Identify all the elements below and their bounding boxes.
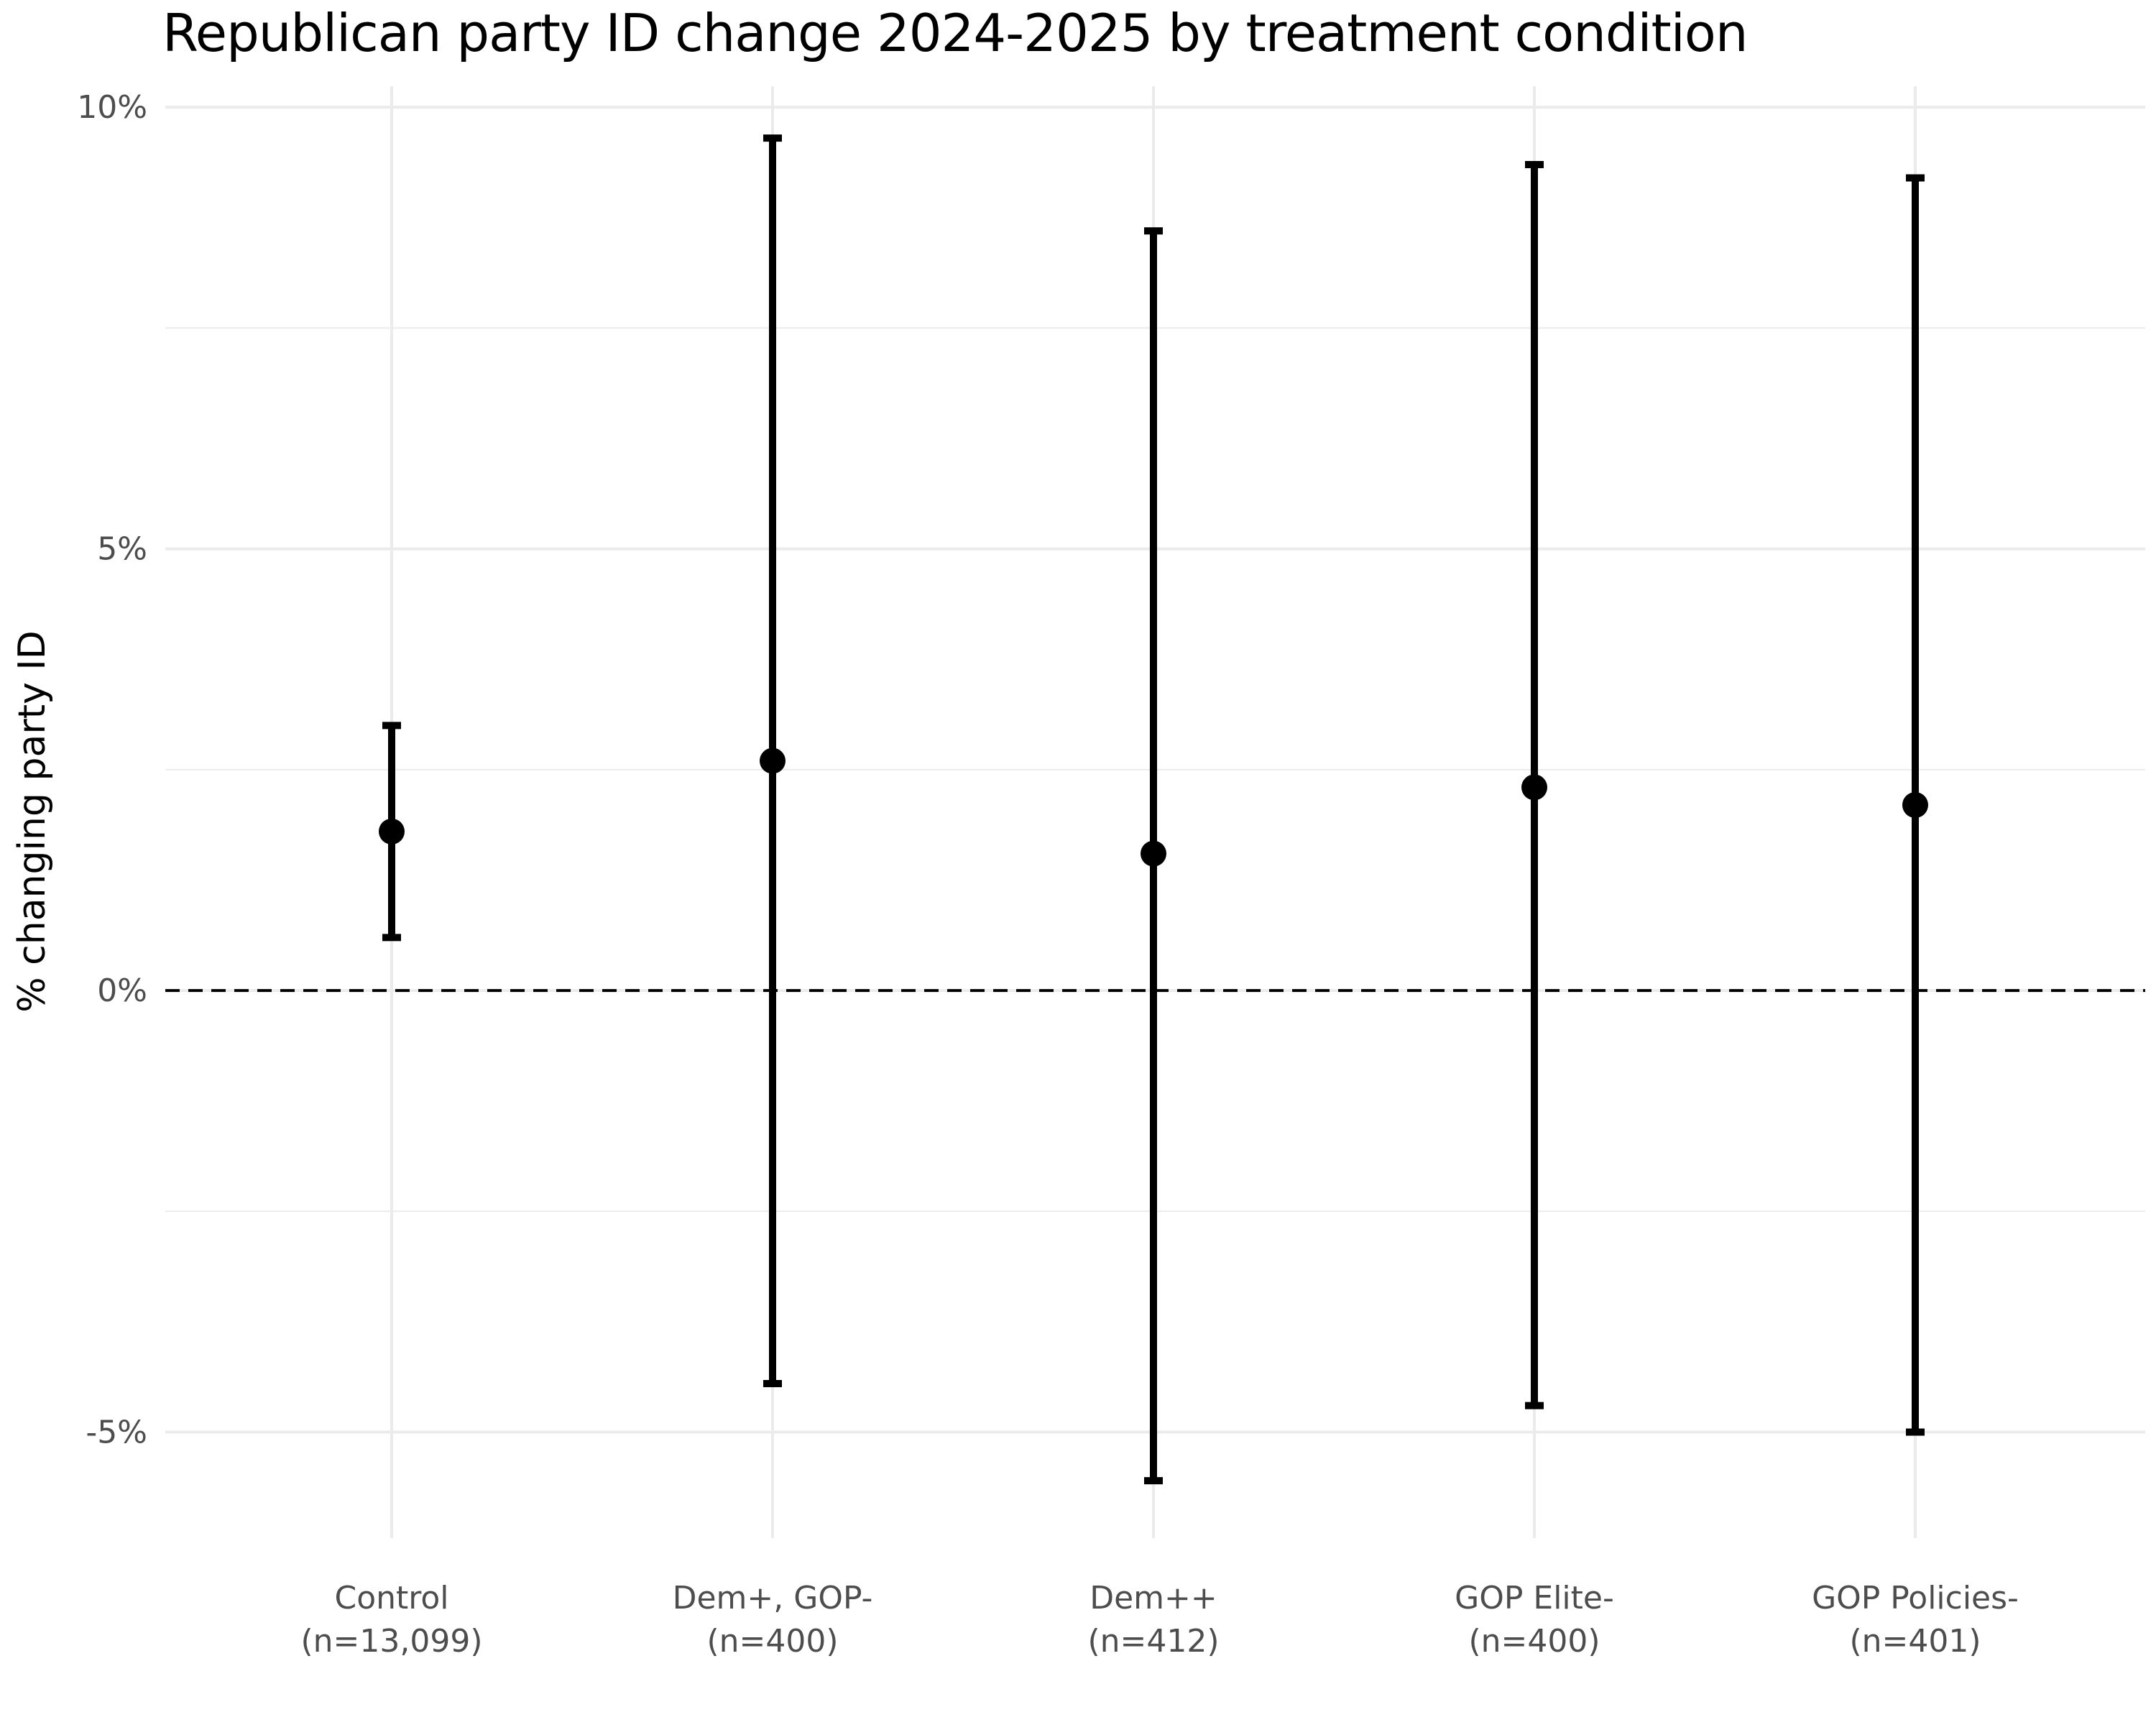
- estimate-point: [1521, 774, 1547, 801]
- errorbar-group: [1902, 174, 1928, 1436]
- y-tick-label: 5%: [97, 531, 147, 568]
- x-tick-label: Dem+, GOP-: [673, 1580, 873, 1616]
- estimate-point: [1902, 792, 1928, 818]
- x-tick-label: GOP Elite-: [1455, 1580, 1614, 1616]
- estimate-point: [379, 818, 405, 845]
- x-tick-label: Control: [334, 1580, 448, 1616]
- estimate-point: [760, 748, 786, 774]
- errorbar-group: [760, 134, 786, 1387]
- errorbar-group: [379, 722, 405, 942]
- chart-title: Republican party ID change 2024-2025 by …: [162, 3, 1748, 63]
- y-axis-label: % changing party ID: [11, 630, 54, 1013]
- x-axis-ticks: Control (n=13,099) Dem+, GOP- (n=400) Dem++ (…: [300, 1580, 2018, 1660]
- x-tick-sample-size: (n=412): [1087, 1623, 1219, 1660]
- y-axis-ticks: -5% 0% 5% 10%: [77, 89, 147, 1450]
- estimate-point: [1141, 840, 1166, 867]
- x-tick-label: Dem++: [1089, 1580, 1217, 1616]
- y-tick-label: 0%: [97, 972, 147, 1009]
- x-tick-label: GOP Policies-: [1812, 1580, 2019, 1616]
- x-tick-sample-size: (n=400): [1468, 1623, 1600, 1660]
- x-tick-sample-size: (n=400): [706, 1623, 838, 1660]
- errorbar-group: [1141, 227, 1166, 1485]
- error-bars: [379, 134, 1928, 1485]
- errorbar-group: [1521, 161, 1547, 1409]
- x-tick-sample-size: (n=401): [1849, 1623, 1981, 1660]
- x-tick-sample-size: (n=13,099): [300, 1623, 482, 1660]
- y-tick-label: 10%: [77, 89, 147, 126]
- y-tick-label: -5%: [86, 1414, 147, 1451]
